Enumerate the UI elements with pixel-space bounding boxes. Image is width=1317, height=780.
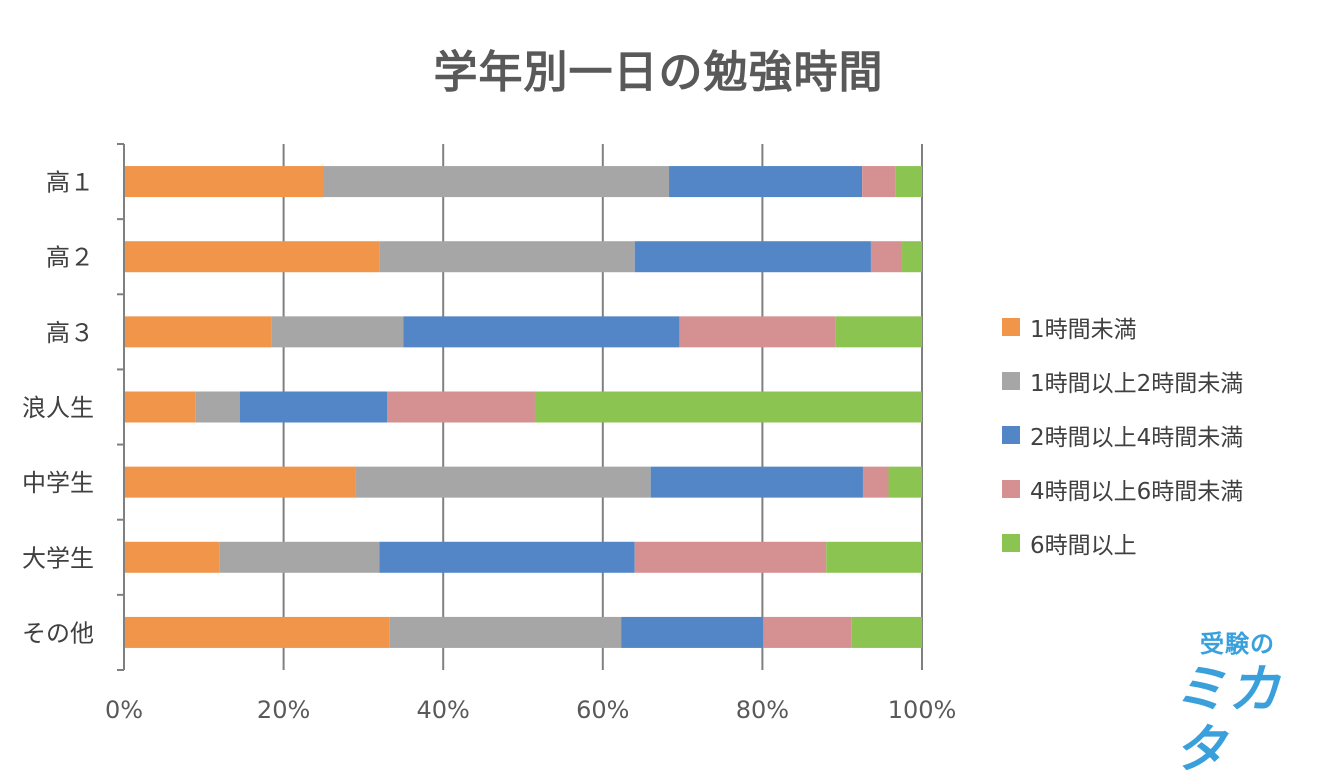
bar-segment [403, 316, 680, 348]
x-tick-label: 80% [736, 696, 789, 724]
bar-segment [534, 391, 922, 423]
x-tick-label: 100% [888, 696, 957, 724]
bar-segment [124, 316, 272, 348]
bar-segment [634, 541, 827, 573]
y-category-label: 大学生 [22, 544, 94, 572]
bar-segment [124, 241, 380, 273]
bar-segment [195, 391, 240, 423]
y-category-label: 高２ [46, 244, 94, 272]
bar-segment [219, 541, 380, 573]
legend-label: 6時間以上 [1030, 533, 1137, 559]
brand-logo: 受験の ミカタ [1166, 624, 1314, 780]
y-category-label: その他 [22, 619, 94, 647]
bar-segment [669, 166, 863, 198]
legend-swatch [1002, 372, 1020, 390]
chart-title: 学年別一日の勉強時間 [433, 47, 884, 98]
x-tick-label: 0% [105, 696, 143, 724]
y-category-label: 中学生 [22, 469, 94, 497]
bar-segment [379, 241, 635, 273]
bar-segment [323, 166, 670, 198]
bars [124, 166, 922, 648]
legend-swatch [1002, 318, 1020, 336]
bar-segment [679, 316, 836, 348]
y-category-label: 高３ [46, 319, 94, 347]
legend-item: 6時間以上 [1002, 516, 1302, 570]
bar-segment [763, 616, 852, 648]
bar-segment [870, 241, 903, 273]
bar-segment [895, 166, 922, 198]
bar-segment [621, 616, 764, 648]
x-tick-label: 20% [257, 696, 310, 724]
bar-segment [835, 316, 922, 348]
bar-segment [271, 316, 404, 348]
bar-segment [862, 466, 889, 498]
logo-top-text: 受験の [1200, 630, 1275, 658]
legend-swatch [1002, 426, 1020, 444]
bar-segment [355, 466, 651, 498]
legend-swatch [1002, 534, 1020, 552]
bar-segment [124, 616, 390, 648]
legend-swatch [1002, 480, 1020, 498]
legend-item: 1時間以上2時間未満 [1002, 354, 1302, 408]
bar-segment [862, 166, 896, 198]
bar-segment [851, 616, 922, 648]
bar-segment [239, 391, 388, 423]
bar-segment [124, 391, 196, 423]
bar-segment [387, 391, 535, 423]
legend-label: 4時間以上6時間未満 [1030, 479, 1244, 505]
bar-segment [826, 541, 922, 573]
bar-segment [389, 616, 622, 648]
legend: 1時間未満 1時間以上2時間未満 2時間以上4時間未満 4時間以上6時間未満 6時間以上 [1002, 300, 1302, 570]
legend-item: 2時間以上4時間未満 [1002, 408, 1302, 462]
bar-segment [902, 241, 922, 273]
bar-segment [124, 466, 356, 498]
y-category-label: 高１ [46, 169, 94, 197]
bar-segment [379, 541, 635, 573]
bar-segment [124, 541, 220, 573]
x-tick-label: 40% [417, 696, 470, 724]
axes [117, 143, 125, 671]
legend-item: 1時間未満 [1002, 300, 1302, 354]
bar-segment [124, 166, 324, 198]
bar-segment [634, 241, 871, 273]
legend-item: 4時間以上6時間未満 [1002, 462, 1302, 516]
legend-label: 1時間以上2時間未満 [1030, 371, 1244, 397]
logo-bottom-text: ミカタ [1174, 660, 1283, 780]
y-category-label: 浪人生 [22, 394, 94, 422]
x-tick-label: 60% [576, 696, 629, 724]
bar-segment [888, 466, 922, 498]
legend-label: 1時間未満 [1030, 317, 1137, 343]
bar-segment [650, 466, 863, 498]
legend-label: 2時間以上4時間未満 [1030, 425, 1244, 451]
